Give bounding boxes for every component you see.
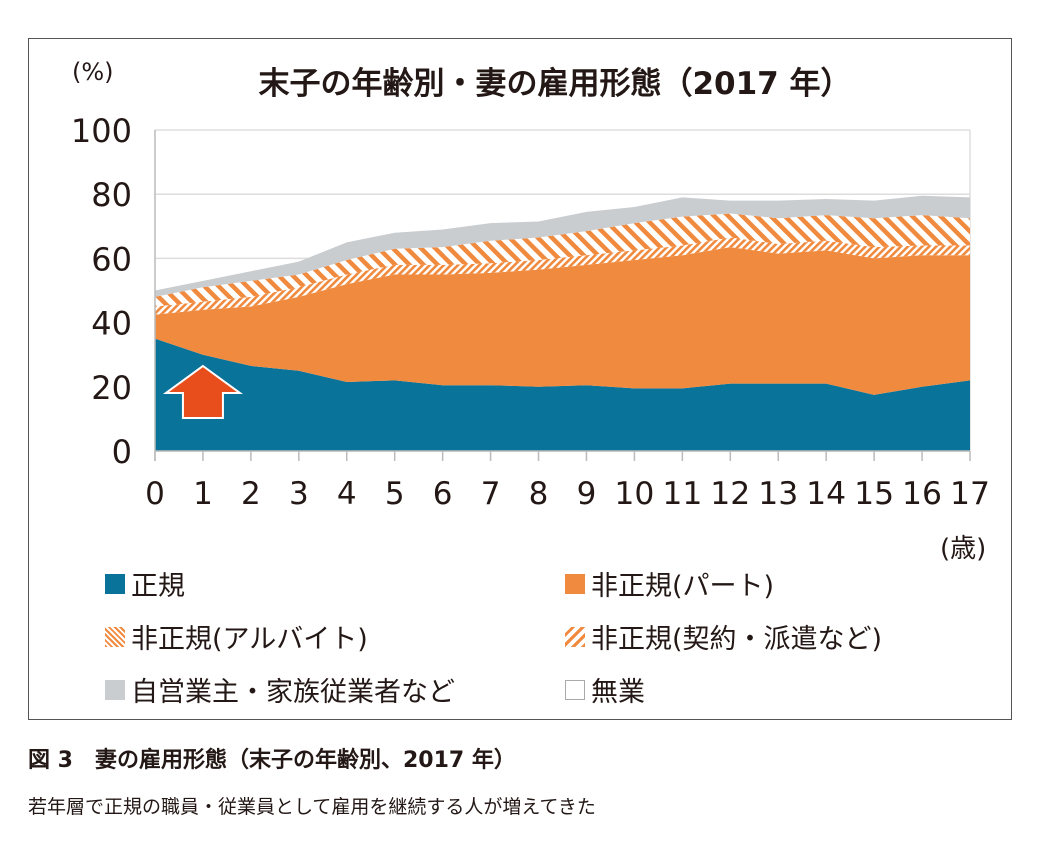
x-tick-label: 7: [481, 476, 501, 512]
x-tick-label: 5: [385, 476, 405, 512]
chart-frame: [28, 38, 1012, 720]
legend-item: 非正規(アルバイト): [105, 617, 368, 656]
x-tick-label: 11: [662, 476, 702, 512]
figure-subcaption: 若年層で正規の職員・従業員として雇用を継続する人が増えてきた: [28, 796, 596, 818]
x-tick-label: 17: [950, 476, 990, 512]
figure-caption: 図 3 妻の雇用形態（末子の年齢別、2017 年）: [28, 748, 516, 773]
y-tick-label: 0: [112, 433, 132, 471]
legend-swatch: [105, 626, 125, 647]
legend-label: 非正規(契約・派遣など): [591, 624, 883, 655]
x-tick-label: 0: [145, 476, 165, 512]
legend-item: 自営業主・家族従業者など: [105, 670, 455, 709]
legend-swatch: [565, 573, 585, 594]
legend-item: 非正規(パート): [565, 564, 774, 603]
area-series-2: [155, 237, 970, 315]
x-tick-label: 4: [337, 476, 357, 512]
x-tick-label: 8: [529, 476, 549, 512]
legend-swatch: [105, 573, 125, 594]
x-axis-unit: (歳): [940, 534, 987, 564]
y-tick-label: 60: [91, 240, 132, 278]
legend-item: 無業: [565, 670, 645, 709]
x-tick-label: 9: [577, 476, 597, 512]
area-series-3: [155, 213, 970, 307]
x-tick-label: 15: [854, 476, 894, 512]
x-tick-label: 2: [241, 476, 261, 512]
y-tick-label: 80: [91, 176, 132, 214]
legend-label: 無業: [591, 677, 645, 708]
y-tick-label: 40: [91, 305, 132, 343]
legend-item: 非正規(契約・派遣など): [565, 617, 882, 656]
legend-swatch: [565, 626, 585, 647]
y-axis-unit: (%): [72, 58, 114, 86]
x-tick-label: 1: [193, 476, 213, 512]
x-tick-label: 16: [902, 476, 942, 512]
x-tick-label: 3: [289, 476, 309, 512]
chart-title: 末子の年齢別・妻の雇用形態（2017 年）: [258, 66, 852, 102]
x-tick-label: 14: [806, 476, 846, 512]
x-tick-label: 12: [710, 476, 750, 512]
legend-swatch: [105, 679, 125, 700]
up-arrow-annotation: [162, 364, 244, 419]
area-series-4: [155, 195, 970, 297]
legend-label: 非正規(アルバイト): [131, 624, 368, 655]
legend-label: 自営業主・家族従業者など: [131, 677, 455, 708]
area-series-0: [155, 338, 970, 451]
y-tick-label: 20: [91, 369, 132, 407]
legend-label: 正規: [131, 571, 185, 602]
legend-swatch: [565, 679, 585, 700]
x-tick-label: 10: [614, 476, 654, 512]
legend-item: 正規: [105, 564, 185, 603]
area-series-1: [155, 247, 970, 395]
legend-label: 非正規(パート): [591, 571, 775, 602]
x-tick-label: 6: [433, 476, 453, 512]
x-tick-label: 13: [758, 476, 798, 512]
y-tick-label: 100: [71, 112, 132, 150]
